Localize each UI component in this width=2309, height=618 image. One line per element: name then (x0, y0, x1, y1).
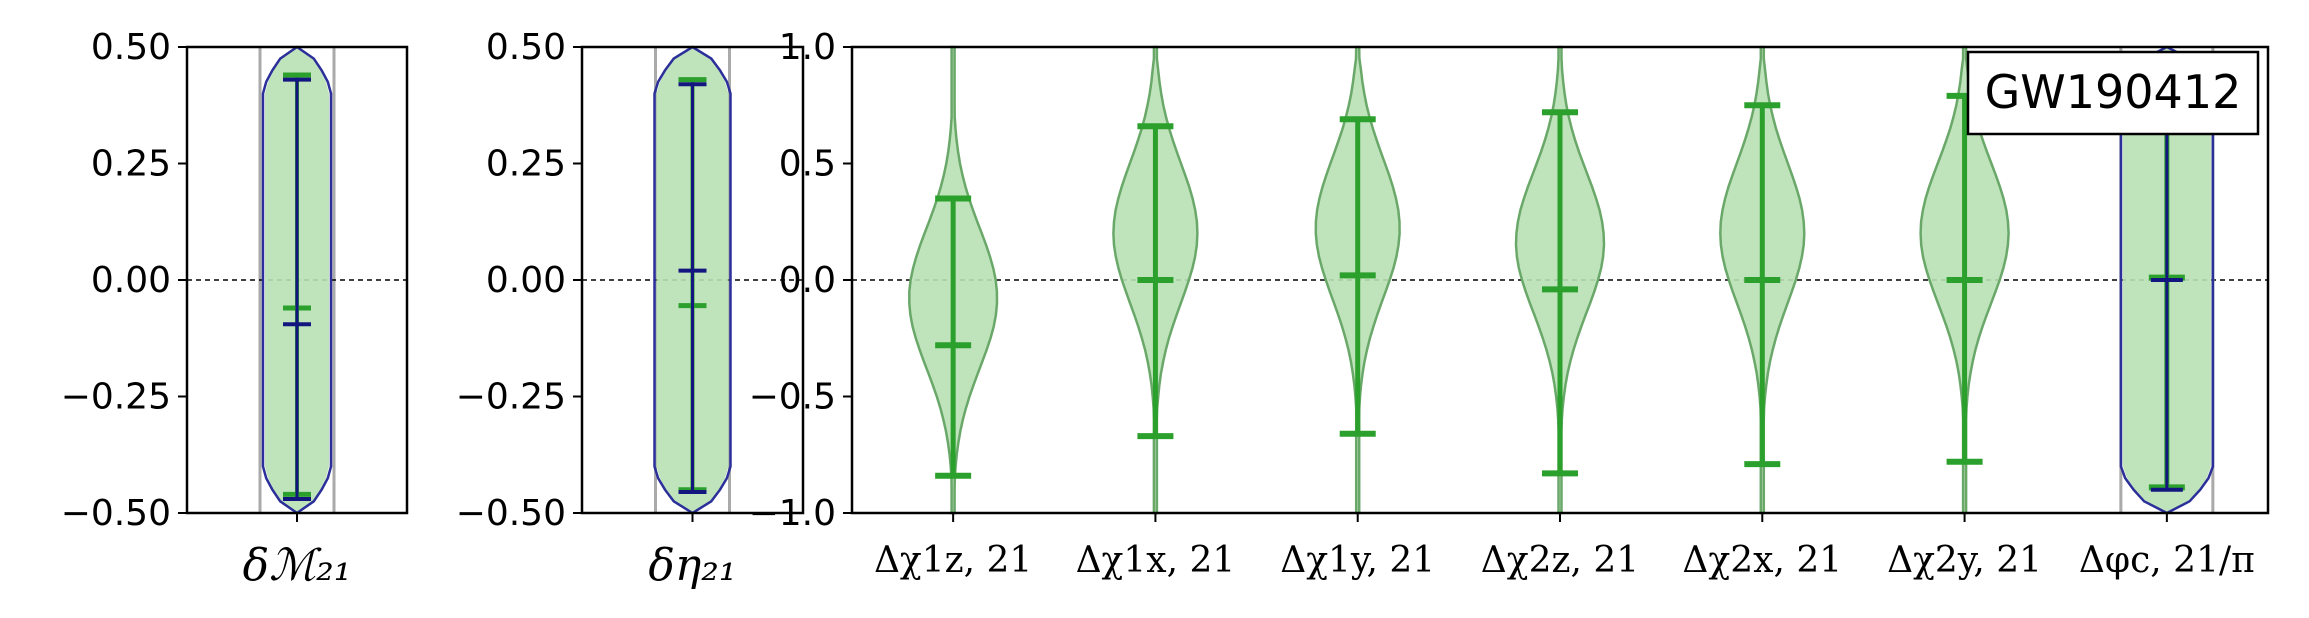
x-tick-label: Δχ2x, 21 (1682, 540, 1842, 581)
x-tick-label: Δχ1z, 21 (874, 540, 1032, 581)
y-tick-label: −0.50 (61, 493, 171, 534)
y-tick-label: 0.25 (486, 144, 566, 185)
panel-delta-mchirp: 0.50 0.25 0.00 −0.25 −0.50 δℳ₂₁ (61, 27, 409, 591)
x-tick-label: Δχ2y, 21 (1887, 540, 2042, 581)
x-axis-label: δℳ₂₁ (243, 540, 352, 591)
y-tick-label: −0.25 (61, 377, 171, 418)
y-tick-label: −1.0 (749, 493, 836, 534)
x-tick-label: Δφc, 21/π (2079, 540, 2255, 581)
panel-delta-spins: 1.0 0.5 0.0 −0.5 −1.0 Δχ1z, 21 Δχ1x, 21 Δχ1y, 2… (749, 27, 2270, 581)
y-tick-label: −0.5 (749, 377, 836, 418)
y-tick-label: −0.25 (456, 377, 566, 418)
y-tick-label: 0.25 (91, 144, 171, 185)
legend-box: GW190412 (1966, 50, 2260, 136)
y-tick-label: 0.50 (91, 27, 171, 68)
legend-frame (1966, 50, 2260, 136)
y-tick-label: 1.0 (779, 27, 836, 68)
x-tick-label: Δχ1y, 21 (1280, 540, 1435, 581)
x-axis-label: δη₂₁ (648, 540, 736, 591)
axes-frame (850, 45, 2270, 515)
x-tick-label: Δχ1x, 21 (1076, 540, 1236, 581)
y-tick-label: 0.0 (779, 260, 836, 301)
y-tick-label: −0.50 (456, 493, 566, 534)
y-tick-label: 0.00 (486, 260, 566, 301)
y-tick-label: 0.00 (91, 260, 171, 301)
y-tick-label: 0.50 (486, 27, 566, 68)
panel-delta-eta: 0.50 0.25 0.00 −0.25 −0.50 δη₂₁ (456, 27, 805, 591)
x-tick-label: Δχ2z, 21 (1481, 540, 1639, 581)
legend-label: GW190412 (1985, 65, 2242, 119)
y-tick-label: 0.5 (779, 144, 836, 185)
